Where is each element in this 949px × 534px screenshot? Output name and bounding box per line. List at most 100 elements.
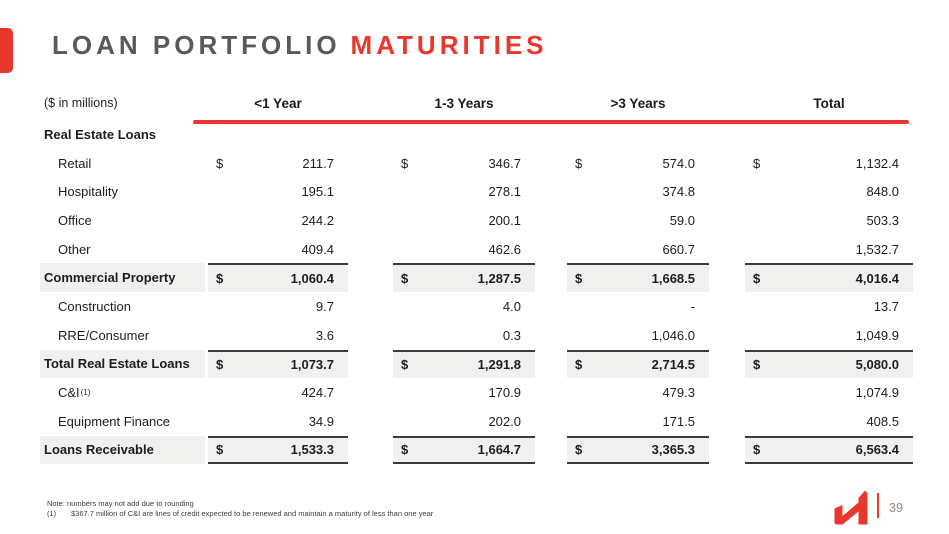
value-cell: 479.3	[567, 378, 709, 407]
value-cell: 424.7	[208, 378, 348, 407]
value-cell: $1,073.7	[208, 349, 348, 379]
header-underline	[193, 120, 909, 124]
company-logo	[832, 489, 870, 530]
value: 244.2	[301, 212, 334, 228]
value: 1,074.9	[855, 385, 899, 401]
value: 346.7	[488, 155, 521, 171]
page-number: 39	[889, 501, 903, 515]
value-cell: 202.0	[393, 407, 535, 436]
value: 1,664.7	[477, 442, 521, 458]
dollar-sign: $	[216, 271, 224, 287]
value: 3,365.3	[651, 442, 695, 458]
value: 1,073.7	[290, 357, 334, 373]
value: 1,132.4	[855, 155, 899, 171]
table-header-row: ($ in millions) <1 Year 1-3 Years >3 Yea…	[40, 92, 913, 114]
value-cell: 462.6	[393, 235, 535, 264]
dollar-sign: $	[216, 155, 224, 171]
value: 1,291.8	[477, 357, 521, 373]
value: 1,060.4	[290, 271, 334, 287]
table-row: Other 409.4 462.6 660.7 1,532.7	[40, 235, 913, 264]
row-label: RRE/Consumer	[58, 327, 150, 343]
column-header-gt3years: >3 Years	[610, 95, 666, 111]
accent-side-tab	[0, 28, 13, 73]
value: 4,016.4	[855, 271, 899, 287]
value-cell: 4.0	[393, 292, 535, 321]
value-cell: 408.5	[745, 407, 913, 436]
value: 503.3	[866, 212, 899, 228]
footnotes: Note: numbers may not add due to roundin…	[47, 499, 433, 519]
value: 6,563.4	[855, 442, 899, 458]
value-cell: 1,049.9	[745, 321, 913, 350]
value: 34.9	[308, 413, 334, 429]
value-cell: 848.0	[745, 177, 913, 206]
value-cell: 278.1	[393, 177, 535, 206]
value-cell: 374.8	[567, 177, 709, 206]
dollar-sign: $	[753, 155, 761, 171]
row-label: C&I (1)	[58, 385, 91, 401]
value: 4.0	[502, 298, 521, 314]
value: 1,049.9	[855, 327, 899, 343]
dollar-sign: $	[753, 271, 761, 287]
value-cell: $346.7	[393, 149, 535, 178]
value: 462.6	[488, 241, 521, 257]
title-primary: LOAN PORTFOLIO	[52, 30, 341, 60]
value: 200.1	[488, 212, 521, 228]
value: 202.0	[488, 413, 521, 429]
logo-divider	[877, 493, 879, 518]
value-cell: $1,664.7	[393, 435, 535, 465]
value: 424.7	[301, 385, 334, 401]
row-label: Real Estate Loans	[44, 126, 156, 142]
table-row: Commercial Property $1,060.4 $1,287.5 $1,66…	[40, 263, 913, 293]
row-label: Equipment Finance	[58, 413, 171, 429]
dollar-sign: $	[401, 442, 409, 458]
value: 1,046.0	[651, 327, 695, 343]
table-row: RRE/Consumer 3.6 0.3 1,046.0 1,049.9	[40, 321, 913, 350]
value: 0.3	[502, 327, 521, 343]
value: 2,714.5	[651, 357, 695, 373]
value-cell: 0.3	[393, 321, 535, 350]
dollar-sign: $	[401, 155, 409, 171]
table-row: Real Estate Loans	[40, 120, 913, 149]
page-title: LOAN PORTFOLIO MATURITIES	[52, 30, 548, 61]
row-label: Construction	[58, 298, 131, 314]
value: 211.7	[302, 155, 334, 171]
value-cell: $1,668.5	[567, 263, 709, 293]
value: 374.8	[662, 184, 695, 200]
table-row: Retail $211.7 $346.7 $574.0 $1,132.4	[40, 149, 913, 178]
value: 574.0	[662, 155, 695, 171]
row-label: Total Real Estate Loans	[40, 349, 205, 379]
row-label: Retail	[58, 155, 92, 171]
value-cell: 503.3	[745, 206, 913, 235]
value-cell: 1,046.0	[567, 321, 709, 350]
value: 1,287.5	[477, 271, 521, 287]
dollar-sign: $	[216, 442, 224, 458]
value-cell: $5,080.0	[745, 349, 913, 379]
value-cell: $211.7	[208, 149, 348, 178]
footnote-1-text: $367.7 million of C&I are lines of credi…	[71, 509, 434, 518]
value-cell: 59.0	[567, 206, 709, 235]
column-header-total: Total	[813, 95, 845, 111]
value: 9.7	[315, 298, 334, 314]
table-row: Loans Receivable $1,533.3 $1,664.7 $3,365.3…	[40, 435, 913, 465]
value: 1,668.5	[651, 271, 695, 287]
value-cell: 195.1	[208, 177, 348, 206]
value-cell: $1,533.3	[208, 435, 348, 465]
value: 5,080.0	[855, 357, 899, 373]
value: 479.3	[662, 385, 695, 401]
value-cell: 34.9	[208, 407, 348, 436]
value-cell: $3,365.3	[567, 435, 709, 465]
value: 848.0	[866, 184, 899, 200]
value: 1,533.3	[290, 442, 334, 458]
title-accent: MATURITIES	[350, 30, 548, 60]
maturities-table: Real Estate Loans Retail $211.7 $346.7 $574.…	[40, 120, 913, 465]
footnote-note: Note: numbers may not add due to roundin…	[47, 499, 194, 508]
column-header-1-3years: 1-3 Years	[434, 95, 494, 111]
dollar-sign: $	[575, 271, 583, 287]
value: 13.7	[873, 298, 899, 314]
value-cell: -	[567, 292, 709, 321]
dollar-sign: $	[753, 442, 761, 458]
value: 59.0	[669, 212, 695, 228]
value-cell: $1,060.4	[208, 263, 348, 293]
value-cell: 1,532.7	[745, 235, 913, 264]
value: 660.7	[662, 241, 695, 257]
